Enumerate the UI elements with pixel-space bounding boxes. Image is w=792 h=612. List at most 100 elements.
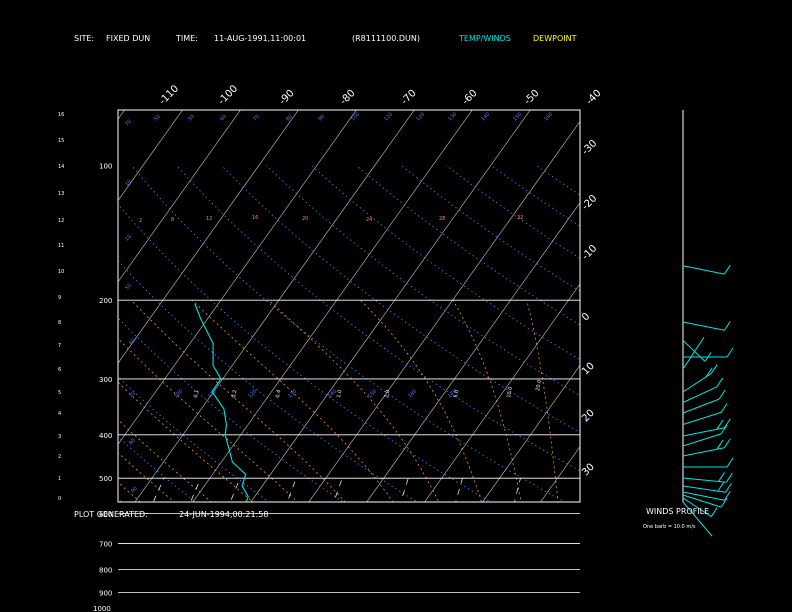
mixing-ratio-line [229, 478, 241, 502]
height-tick-label: 10 [58, 269, 64, 275]
dry-adiabat-label: 50 [187, 114, 196, 123]
wind-barb-flag [726, 457, 734, 468]
isotherm-line [0, 0, 29, 560]
sounding-series [194, 303, 249, 502]
isobar-lines [118, 299, 580, 593]
pressure-tick-label: 300 [99, 376, 112, 384]
moist-adiabat-line [118, 381, 254, 502]
dry-adiabat-line [118, 317, 344, 502]
dry-adiabat-line [446, 165, 580, 259]
pressure-tick-label: 600 [99, 511, 112, 519]
height-tick-label: 15 [58, 138, 64, 144]
wind-barb-flag [723, 264, 731, 275]
moist-adiabat-label: 8 [171, 217, 174, 223]
wind-barb-flag [723, 418, 731, 429]
dry-adiabat-label: 10 [124, 234, 133, 243]
wind-barb-flag [720, 497, 728, 508]
wind-barb [682, 477, 727, 483]
wind-barb [682, 265, 725, 275]
wind-barb [682, 321, 725, 331]
plot-generated-value: 24-JUN-1994,00:21:58 [179, 510, 268, 519]
dry-adiabat-line [266, 165, 580, 397]
winds-profile-title: WINDS PROFILE [646, 507, 709, 516]
site-label: SITE: [74, 34, 94, 43]
wind-barb-flag [710, 507, 718, 517]
wind-barb-flag [717, 481, 725, 492]
dry-adiabat-label: 160 [543, 111, 554, 122]
temp-winds-legend: TEMP/WINDS [458, 34, 511, 43]
dry-adiabat-label: 100 [173, 388, 184, 399]
isotherm-line [250, 110, 531, 502]
height-tick-label: 1 [58, 476, 61, 482]
pressure-tick-label: 100 [99, 163, 112, 171]
isotherm-right-label: -30 [580, 138, 599, 157]
wind-barb [682, 386, 717, 403]
temperature-series-line [194, 303, 249, 502]
wind-barb-flag [723, 490, 731, 501]
wind-barb [682, 398, 720, 414]
isotherm-right-label: 0 [580, 311, 592, 323]
mixing-ratio-label: 5.0 [453, 389, 460, 398]
dry-adiabat-label: 60 [219, 114, 228, 123]
isotherm-line [540, 446, 580, 502]
wind-barb-flag [726, 347, 734, 358]
isotherm-line [134, 110, 415, 502]
wind-barb-flag [723, 438, 731, 449]
diagram-background-lines [0, 0, 792, 560]
height-tick-label: 2 [58, 454, 61, 460]
pressure-tick-label: 500 [99, 475, 112, 483]
dry-adiabat-line [536, 165, 580, 196]
dry-adiabat-line [401, 165, 580, 292]
moist-adiabat-line [360, 299, 482, 502]
isotherm-line [118, 110, 357, 446]
wind-barb-flag [704, 352, 712, 362]
pressure-tick-label: 900 [99, 589, 112, 597]
dry-adiabat-label: 10 [124, 179, 133, 188]
plot-frame [117, 109, 581, 503]
moist-adiabat-label: 2 [139, 218, 142, 224]
wind-barb [682, 497, 712, 517]
dry-adiabat-label: 140 [480, 111, 491, 122]
height-tick-label: 4 [58, 411, 61, 417]
mixing-ratio-line [190, 478, 202, 502]
time-label: TIME: [175, 34, 198, 43]
moist-adiabat-label: 16 [252, 215, 258, 221]
moist-adiabat-line [452, 299, 522, 502]
dry-adiabat-label: 130 [447, 111, 458, 122]
dry-adiabat-line [311, 165, 580, 361]
dry-adiabat-label: 80 [128, 438, 137, 447]
mixing-ratio-line [333, 478, 343, 502]
isotherm-top-label: -80 [338, 88, 357, 107]
isotherm-line [118, 110, 183, 202]
plot-generated-label: PLOT GENERATED: [74, 510, 148, 519]
dry-adiabat-label: 70 [124, 119, 133, 128]
dry-adiabat-label: 50 [124, 283, 133, 292]
dry-adiabat-line [581, 166, 792, 612]
dry-adiabat-label: 90 [130, 486, 139, 495]
adiabat-labels: 70 50 50 60 70 80 90 100 110 120 130 140 150 160 10 10 5… [124, 111, 554, 494]
height-tick-label: 7 [58, 343, 61, 349]
dry-adiabat-line [118, 203, 492, 502]
isotherm-line [615, 0, 792, 560]
moist-adiabat-line [526, 300, 559, 502]
pressure-tick-label: 200 [99, 297, 112, 305]
isotherm-line [482, 364, 580, 502]
mixing-ratio-line [514, 478, 521, 502]
isotherm-right-label: -20 [580, 193, 599, 212]
dry-adiabat-label: 60 [128, 338, 137, 347]
dry-adiabat-line [356, 165, 580, 326]
mixing-ratio-label: 0.2 [231, 389, 238, 398]
height-tick-label: 11 [58, 243, 64, 249]
dry-adiabat-line [118, 498, 123, 502]
mixing-ratio-line [400, 478, 409, 502]
isotherm-top-label: -70 [399, 88, 418, 107]
moist-adiabat-label: 24 [366, 217, 372, 223]
wind-barb [682, 447, 725, 457]
height-tick-label: 16 [58, 112, 64, 118]
dry-adiabat-label: 150 [512, 111, 523, 122]
axis-labels: 1002003004005006007008009001000105001234… [58, 83, 604, 612]
wind-barb-flag [718, 472, 725, 482]
dry-adiabat-line [0, 166, 196, 612]
moist-adiabat-label: 28 [439, 216, 445, 222]
